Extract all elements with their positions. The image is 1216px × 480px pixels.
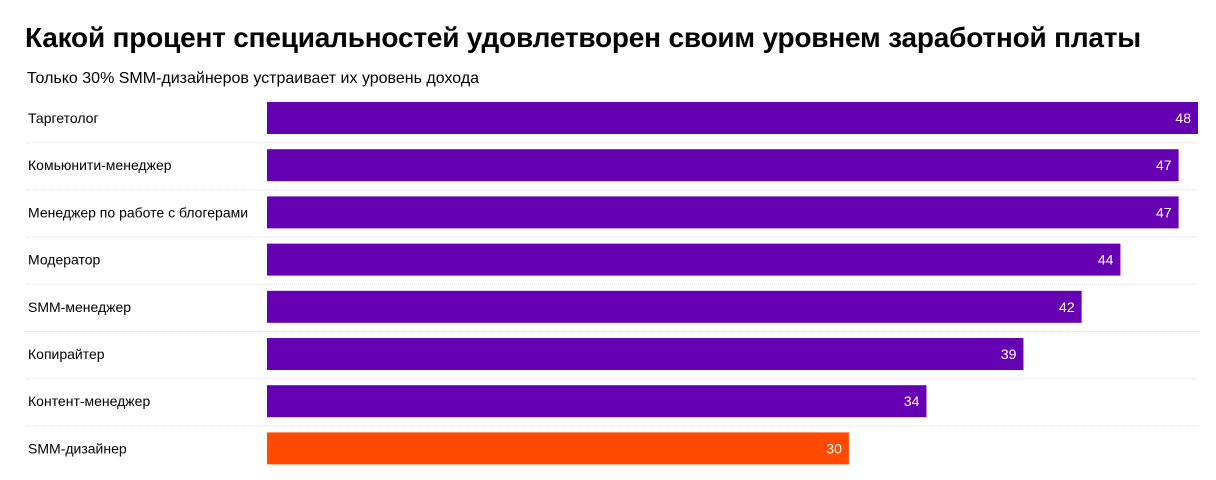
category-label: Контент-менеджер — [28, 393, 150, 409]
value-label: 47 — [1156, 157, 1172, 173]
bar — [267, 290, 1082, 323]
value-label: 47 — [1156, 204, 1172, 220]
value-label: 44 — [1098, 252, 1114, 268]
value-label: 30 — [826, 440, 842, 456]
category-label: Комьюнити-менеджер — [28, 157, 172, 173]
value-label: 48 — [1175, 110, 1191, 126]
value-label: 39 — [1001, 346, 1017, 362]
category-label: Таргетолог — [28, 110, 99, 126]
chart-title: Какой процент специальностей удовлетворе… — [25, 22, 1142, 53]
category-label: Модератор — [28, 252, 101, 268]
bar — [267, 385, 927, 418]
category-label: SMM-дизайнер — [28, 440, 127, 456]
category-label: Копирайтер — [28, 346, 105, 362]
bar — [267, 243, 1121, 276]
bar — [267, 149, 1179, 182]
category-label: Менеджер по работе с блогерами — [28, 204, 248, 220]
value-label: 42 — [1059, 299, 1075, 315]
bar — [267, 338, 1024, 370]
bar — [267, 196, 1179, 229]
bar — [267, 432, 849, 465]
value-label: 34 — [904, 393, 920, 409]
chart-subtitle: Только 30% SMM-дизайнеров устраивает их … — [27, 70, 480, 87]
bar — [267, 102, 1198, 134]
category-label: SMM-менеджер — [28, 299, 131, 315]
